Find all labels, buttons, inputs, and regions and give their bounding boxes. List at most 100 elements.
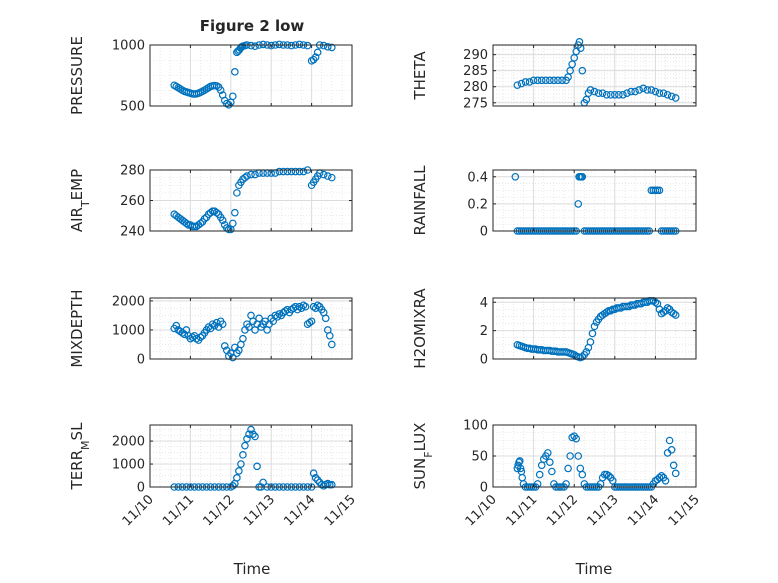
y-axis-label: RAINFALL — [411, 165, 429, 236]
y-tick-label: 0.4 — [467, 170, 488, 185]
data-point — [275, 310, 284, 318]
data-point — [655, 473, 664, 482]
axes-box — [492, 297, 697, 360]
data-point — [299, 301, 308, 310]
y-tick-label: 0 — [137, 481, 145, 496]
data-point — [578, 470, 587, 479]
data-point — [192, 334, 201, 343]
subplot-6: 0 2 4 H2OMIXRA — [411, 288, 697, 369]
axes-box — [492, 44, 697, 107]
data-point — [521, 78, 530, 86]
data-point — [659, 89, 668, 97]
data-point — [566, 66, 574, 75]
data-point — [208, 320, 217, 328]
y-tick-label: 0 — [137, 353, 145, 368]
data-point — [541, 76, 550, 85]
y-tick-label: 100 — [463, 419, 488, 434]
data-point — [327, 173, 336, 182]
data-point — [212, 208, 221, 217]
data-point — [243, 172, 251, 180]
data-point — [647, 86, 656, 94]
data-point — [216, 86, 225, 94]
axes-box — [149, 297, 353, 360]
subplot-5: 0 1000 2000 MIXDEPTH — [68, 289, 353, 368]
data-point — [311, 474, 320, 482]
data-point — [229, 482, 237, 490]
data-point — [255, 314, 263, 323]
data-point — [578, 353, 587, 361]
data-point — [182, 219, 191, 228]
data-point — [229, 353, 237, 362]
data-point — [327, 43, 336, 52]
y-tick-label: 2000 — [112, 435, 145, 450]
data-point — [251, 432, 259, 441]
data-point — [295, 167, 304, 176]
y-tick-label: 0 — [480, 481, 488, 496]
y-axis-label: TERRMSL — [68, 422, 92, 491]
data-point — [231, 208, 239, 217]
data-point — [548, 467, 556, 476]
data-point — [247, 170, 255, 179]
data-point — [172, 321, 181, 330]
data-point — [241, 441, 249, 450]
y-tick-label: 260 — [120, 194, 145, 209]
data-point — [319, 41, 328, 50]
data-point — [259, 478, 267, 487]
data-point — [606, 90, 615, 99]
data-point — [275, 167, 284, 176]
y-tick-label: 50 — [471, 450, 488, 465]
y-tick-label: 2 — [480, 324, 488, 339]
data-point — [525, 78, 534, 86]
data-point — [590, 87, 599, 96]
data-point — [582, 95, 591, 104]
y-tick-label: 0.2 — [467, 197, 488, 212]
data-point — [651, 87, 660, 96]
data-point — [287, 167, 296, 176]
y-tick-label: 285 — [463, 64, 488, 79]
x-axis-label-left: Time — [233, 560, 271, 578]
data-point — [669, 309, 678, 318]
data-point — [239, 334, 247, 343]
data-point — [554, 76, 562, 85]
data-series — [170, 301, 336, 362]
data-point — [586, 338, 595, 346]
data-point — [544, 449, 552, 457]
y-tick-label: 290 — [463, 48, 488, 63]
data-point — [572, 434, 581, 443]
data-point — [578, 66, 587, 75]
y-tick-label: 0 — [480, 225, 488, 240]
y-tick-label: 280 — [463, 80, 488, 95]
data-point — [606, 306, 615, 315]
data-point — [291, 167, 300, 176]
data-point — [218, 216, 227, 225]
x-axis-label-right: Time — [575, 560, 613, 578]
data-point — [241, 173, 249, 182]
data-point — [307, 317, 316, 326]
data-series — [170, 40, 336, 109]
data-point — [253, 462, 261, 471]
data-point — [550, 76, 558, 85]
data-point — [574, 452, 583, 460]
data-point — [602, 90, 611, 99]
data-point — [655, 186, 664, 195]
data-point — [623, 89, 631, 97]
data-point — [323, 172, 332, 180]
y-tick-label: 280 — [120, 164, 145, 179]
data-point — [327, 480, 336, 489]
data-point — [200, 215, 209, 223]
data-point — [275, 40, 284, 49]
data-point — [188, 333, 197, 342]
data-point — [663, 90, 672, 99]
axes-box — [149, 424, 353, 488]
data-point — [180, 330, 189, 339]
data-point — [665, 436, 674, 445]
data-point — [249, 430, 257, 438]
data-point — [602, 308, 611, 316]
data-point — [325, 331, 334, 340]
data-point — [196, 219, 205, 228]
data-point — [643, 86, 652, 94]
data-point — [558, 76, 566, 85]
data-point — [511, 172, 520, 181]
